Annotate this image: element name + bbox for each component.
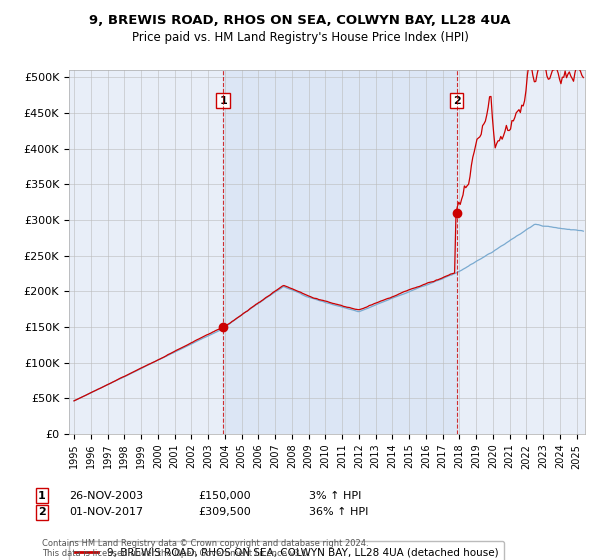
Text: 1: 1 <box>38 491 46 501</box>
Text: 3% ↑ HPI: 3% ↑ HPI <box>309 491 361 501</box>
Text: 01-NOV-2017: 01-NOV-2017 <box>69 507 143 517</box>
Text: 2: 2 <box>38 507 46 517</box>
Text: 9, BREWIS ROAD, RHOS ON SEA, COLWYN BAY, LL28 4UA: 9, BREWIS ROAD, RHOS ON SEA, COLWYN BAY,… <box>89 14 511 27</box>
Text: £309,500: £309,500 <box>198 507 251 517</box>
Text: 2: 2 <box>452 96 460 106</box>
Text: 26-NOV-2003: 26-NOV-2003 <box>69 491 143 501</box>
Text: 1: 1 <box>219 96 227 106</box>
Text: 36% ↑ HPI: 36% ↑ HPI <box>309 507 368 517</box>
Text: £150,000: £150,000 <box>198 491 251 501</box>
Text: Contains HM Land Registry data © Crown copyright and database right 2024.
This d: Contains HM Land Registry data © Crown c… <box>42 539 368 558</box>
Text: Price paid vs. HM Land Registry's House Price Index (HPI): Price paid vs. HM Land Registry's House … <box>131 31 469 44</box>
Bar <box>223 70 457 434</box>
Legend: 9, BREWIS ROAD, RHOS ON SEA, COLWYN BAY, LL28 4UA (detached house), HPI: Average: 9, BREWIS ROAD, RHOS ON SEA, COLWYN BAY,… <box>69 541 505 560</box>
